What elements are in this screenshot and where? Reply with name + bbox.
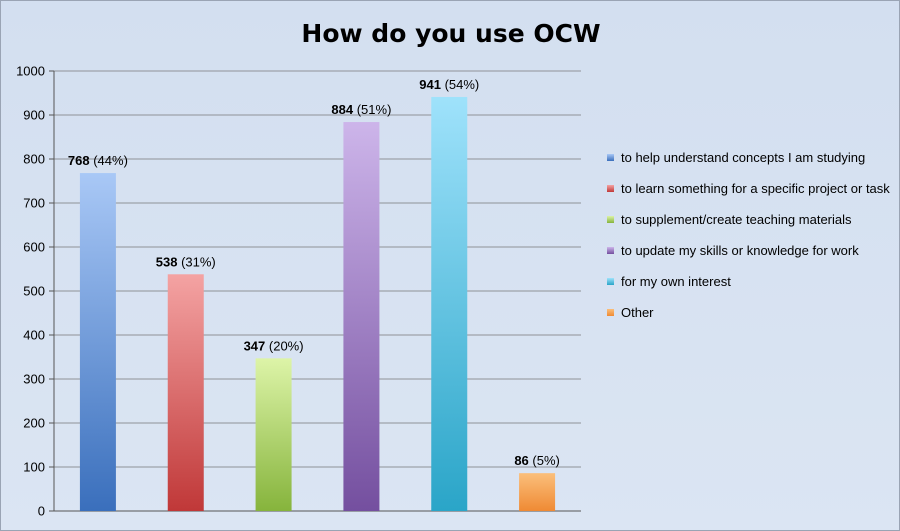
- legend-swatch: [607, 309, 614, 316]
- y-tick-label: 400: [23, 328, 45, 343]
- data-label: 86 (5%): [514, 453, 560, 468]
- axes: 0 100 200 300 400 500 600 700 800 900 1000: [16, 64, 581, 519]
- legend-label: to supplement/create teaching materials: [621, 212, 852, 227]
- legend-item: to supplement/create teaching materials: [607, 211, 892, 228]
- data-labels: 768 (44%) 538 (31%) 347 (20%) 884 (51%) 941 …: [68, 77, 560, 468]
- y-tick-label: 600: [23, 240, 45, 255]
- legend-label: to help understand concepts I am studyin…: [621, 150, 866, 165]
- legend-swatch: [607, 185, 614, 192]
- legend-label: for my own interest: [621, 274, 731, 289]
- y-tick-label: 100: [23, 460, 45, 475]
- legend-item: to learn something for a specific projec…: [607, 180, 892, 197]
- data-label: 538 (31%): [156, 254, 216, 269]
- bar-6: [519, 473, 556, 511]
- legend-item: to help understand concepts I am studyin…: [607, 149, 892, 166]
- legend-item: for my own interest: [607, 273, 892, 290]
- data-label: 884 (51%): [331, 102, 391, 117]
- chart-title: How do you use OCW: [301, 19, 601, 48]
- y-tick-label: 700: [23, 196, 45, 211]
- bar-1: [79, 173, 116, 511]
- y-tick-label: 800: [23, 152, 45, 167]
- data-label: 941 (54%): [419, 77, 479, 92]
- data-label: 768 (44%): [68, 153, 128, 168]
- bar-4: [343, 122, 380, 511]
- legend-swatch: [607, 216, 614, 223]
- y-tick-label: 200: [23, 416, 45, 431]
- legend-swatch: [607, 278, 614, 285]
- legend-label: to update my skills or knowledge for wor…: [621, 243, 859, 258]
- legend-label: to learn something for a specific projec…: [621, 181, 890, 196]
- y-tick-label: 0: [38, 504, 45, 519]
- gridlines: [54, 70, 581, 468]
- legend-swatch: [607, 247, 614, 254]
- legend-item: to update my skills or knowledge for wor…: [607, 242, 892, 259]
- bar-3: [255, 358, 292, 511]
- legend: to help understand concepts I am studyin…: [607, 149, 892, 321]
- y-tick-label: 1000: [16, 64, 45, 79]
- y-tick-label: 900: [23, 108, 45, 123]
- y-tick-label: 500: [23, 284, 45, 299]
- legend-swatch: [607, 154, 614, 161]
- y-tick-label: 300: [23, 372, 45, 387]
- bar-5: [431, 96, 468, 512]
- legend-label: Other: [621, 305, 654, 320]
- data-label: 347 (20%): [244, 338, 304, 353]
- legend-item: Other: [607, 304, 892, 321]
- bar-2: [167, 274, 204, 511]
- bars: [79, 96, 556, 512]
